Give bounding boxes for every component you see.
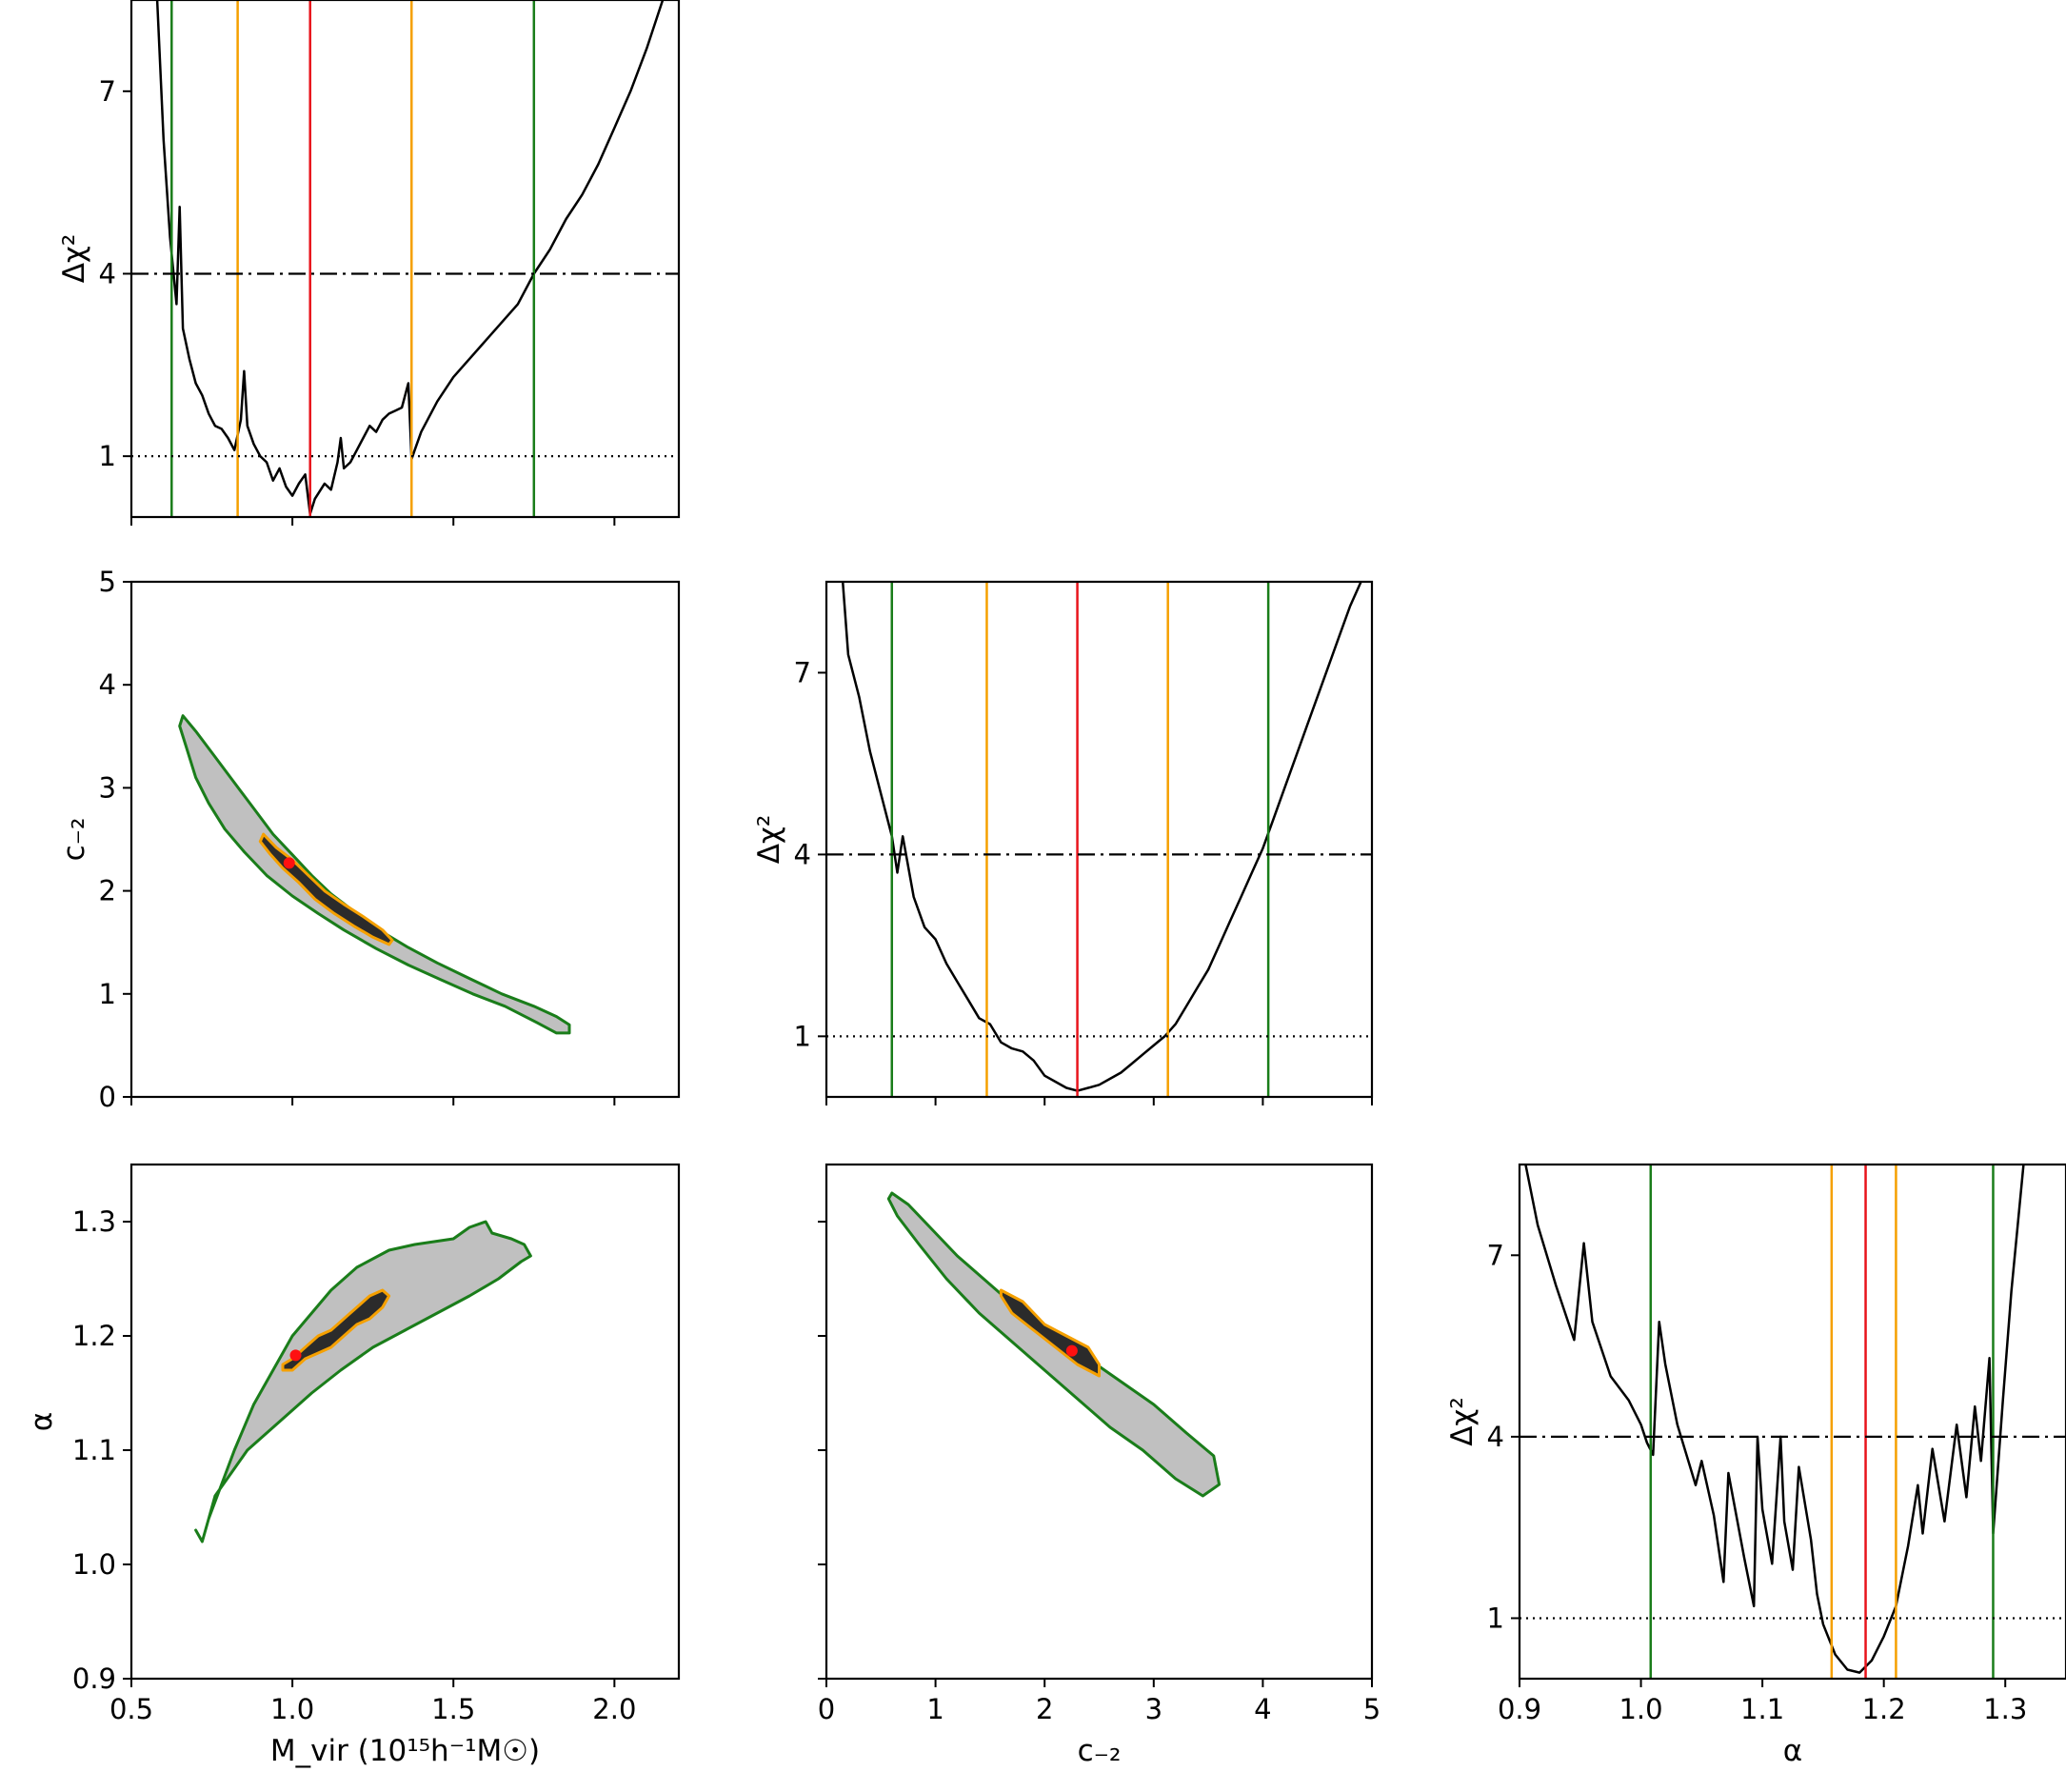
y-tick-label: 7 <box>1487 1239 1504 1271</box>
y-tick-label: 7 <box>794 656 811 688</box>
panel-c2_alpha_contour: 0 1 2 3 4 5 c₋₂ <box>818 1163 1381 1768</box>
plot-area <box>131 0 679 517</box>
profile-curve <box>841 582 1362 1092</box>
y-tick-label: 1 <box>99 978 116 1010</box>
y-tick-label: 1.1 <box>72 1434 116 1466</box>
y-tick-label: 4 <box>99 668 116 701</box>
plot-area <box>826 582 1372 1097</box>
panel-mvir_profile: 1 4 7 Δχ² <box>57 0 681 526</box>
y-tick-label: 7 <box>99 75 116 108</box>
x-tick-label: 1.2 <box>1862 1693 1906 1725</box>
y-tick-label: 4 <box>794 838 811 870</box>
confidence-region-one-sigma <box>281 1288 391 1372</box>
x-tick-label: 1.3 <box>1983 1693 2027 1725</box>
x-axis-label: c₋₂ <box>1078 1734 1122 1768</box>
x-tick-label: 0.5 <box>109 1693 153 1725</box>
axes-frame <box>129 1163 681 1681</box>
y-tick-label: 0 <box>99 1081 116 1113</box>
best-fit-marker <box>1065 1344 1078 1357</box>
y-tick-label: 5 <box>99 566 116 598</box>
x-tick-label: 2 <box>1036 1693 1053 1725</box>
panel-mvir_alpha_contour: 0.5 1.0 1.5 2.0 0.9 1.0 1.1 1.2 1.3 α M_vir (10¹⁵h… <box>25 1163 681 1768</box>
best-fit-marker <box>289 1349 302 1362</box>
plot-area <box>194 1220 532 1543</box>
axes-frame <box>1518 1163 2066 1681</box>
x-tick-label: 3 <box>1145 1693 1162 1725</box>
confidence-region-two-sigma <box>178 714 571 1035</box>
axes-frame <box>129 580 681 1099</box>
x-tick-label: 4 <box>1254 1693 1271 1725</box>
x-tick-label: 0.9 <box>1498 1693 1541 1725</box>
x-tick-label: 1.0 <box>1619 1693 1662 1725</box>
y-tick-label: 1.0 <box>72 1548 116 1581</box>
y-tick-label: 1 <box>1487 1602 1504 1634</box>
y-axis-label: α <box>25 1412 59 1431</box>
profile-curve <box>1524 1165 2025 1674</box>
axes-frame <box>129 0 681 519</box>
x-tick-label: 2.0 <box>592 1693 636 1725</box>
y-axis-label: Δχ² <box>1445 1397 1480 1446</box>
x-tick-label: 1 <box>926 1693 944 1725</box>
axes-frame <box>824 580 1374 1099</box>
y-tick-label: 4 <box>99 257 116 289</box>
panel-c2_profile: 1 4 7 Δχ² <box>752 580 1374 1105</box>
y-tick-label: 3 <box>99 771 116 804</box>
plot-area <box>886 1191 1222 1498</box>
y-tick-label: 1 <box>99 440 116 472</box>
y-axis-label: Δχ² <box>752 815 786 865</box>
x-tick-label: 0 <box>818 1693 835 1725</box>
x-tick-label: 1.0 <box>270 1693 314 1725</box>
y-axis-label: c₋₂ <box>57 818 91 862</box>
y-axis-label: Δχ² <box>57 234 91 284</box>
y-tick-label: 1 <box>794 1020 811 1052</box>
profile-curve <box>155 0 665 516</box>
y-tick-label: 0.9 <box>72 1663 116 1695</box>
axes-frame <box>824 1163 1374 1681</box>
x-tick-label: 1.5 <box>431 1693 475 1725</box>
y-tick-label: 4 <box>1487 1421 1504 1453</box>
panel-mvir_c2_contour: 0 1 2 3 4 5 c₋₂ <box>57 566 681 1113</box>
plot-area <box>178 714 571 1035</box>
confidence-region-two-sigma <box>194 1220 532 1543</box>
plot-area <box>1520 1165 2066 1679</box>
x-axis-label: α <box>1783 1734 1802 1768</box>
x-tick-label: 1.1 <box>1740 1693 1784 1725</box>
y-tick-label: 2 <box>99 875 116 907</box>
y-tick-label: 1.2 <box>72 1320 116 1352</box>
x-tick-label: 5 <box>1363 1693 1381 1725</box>
best-fit-marker <box>283 857 295 869</box>
y-tick-label: 1.3 <box>72 1205 116 1238</box>
panel-alpha_profile: 0.9 1.0 1.1 1.2 1.3 1 4 7 Δχ² α <box>1445 1163 2066 1768</box>
x-axis-label: M_vir (10¹⁵h⁻¹M☉) <box>270 1734 540 1768</box>
